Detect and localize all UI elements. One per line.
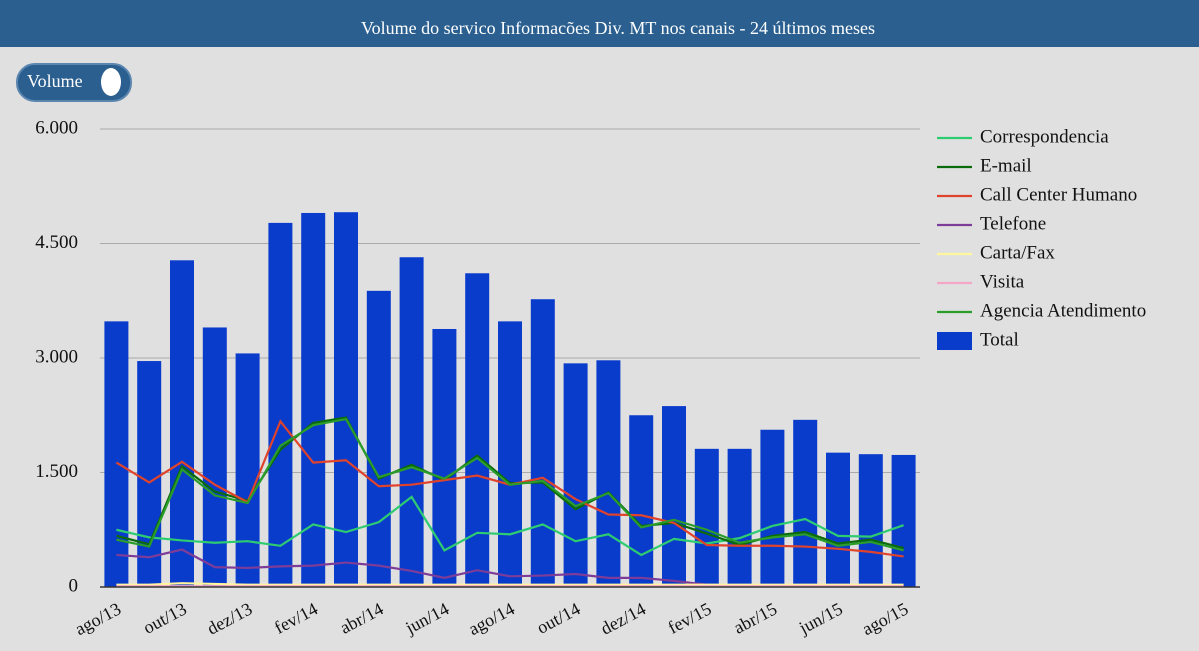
bar (596, 360, 621, 587)
bar (170, 260, 194, 587)
title-bar (0, 0, 1199, 47)
bar (366, 290, 391, 587)
x-tick-label: abr/15 (730, 599, 780, 638)
legend-label: Agencia Atendimento (980, 300, 1146, 321)
y-tick-label: 4.500 (35, 232, 78, 253)
line-series (116, 495, 904, 557)
legend-label: Correspondencia (980, 126, 1109, 147)
bar (104, 321, 129, 587)
bar (399, 257, 424, 587)
line-series (116, 582, 904, 586)
x-tick-label: out/14 (533, 599, 583, 638)
x-tick-label: ago/13 (72, 599, 125, 640)
bar (858, 454, 883, 587)
x-tick-label: ago/15 (859, 599, 912, 640)
x-tick-label: fev/15 (665, 599, 715, 638)
legend-label: E-mail (980, 155, 1032, 176)
x-tick-label: fev/14 (271, 599, 321, 638)
bar (563, 363, 588, 587)
x-tick-label: dez/14 (597, 599, 649, 639)
legend-swatch (937, 332, 972, 350)
bar (530, 299, 555, 587)
bar (629, 415, 654, 587)
toggle-track[interactable] (16, 63, 132, 102)
x-tick-label: jun/14 (401, 599, 452, 639)
x-tick-label: jun/15 (795, 599, 846, 639)
bar (694, 448, 719, 587)
bar (727, 448, 752, 587)
x-tick-label: ago/14 (465, 599, 518, 640)
legend-label: Visita (980, 271, 1025, 292)
bar (662, 406, 686, 587)
bar (268, 222, 293, 587)
x-tick-label: abr/14 (337, 599, 387, 638)
x-tick-label: out/13 (140, 599, 190, 638)
bar (137, 361, 162, 587)
bar (202, 327, 227, 587)
bar (826, 452, 850, 587)
legend-label: Call Center Humano (980, 184, 1137, 205)
volume-toggle[interactable]: Volume (16, 63, 132, 102)
bar (891, 454, 916, 587)
bar (498, 321, 522, 587)
legend-label: Total (980, 329, 1019, 350)
chart-title: Volume do servico Informacões Div. MT no… (361, 18, 875, 38)
bar (760, 429, 785, 587)
bar (235, 353, 260, 587)
bar (432, 328, 457, 587)
legend-label: Telefone (980, 213, 1046, 234)
legend-label: Carta/Fax (980, 242, 1055, 263)
toggle-knob[interactable] (101, 68, 121, 96)
bar (465, 273, 490, 587)
x-tick-label: dez/13 (204, 599, 256, 639)
line-series (116, 417, 904, 552)
bar (793, 419, 818, 587)
y-tick-label: 1.500 (35, 461, 78, 482)
bar (334, 212, 358, 587)
y-tick-label: 0 (69, 575, 79, 596)
y-tick-label: 6.000 (35, 117, 78, 138)
y-tick-label: 3.000 (35, 346, 78, 367)
toggle-label[interactable]: Volume (27, 71, 83, 91)
